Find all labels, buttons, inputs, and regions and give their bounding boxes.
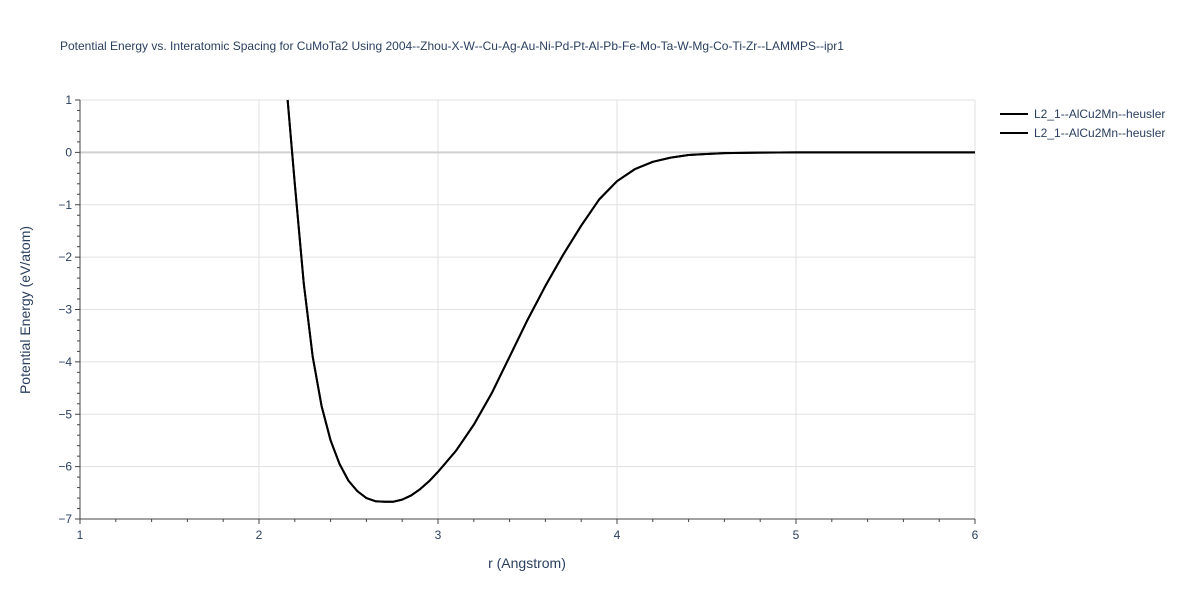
series-line-1	[286, 99, 975, 503]
x-tick-label: 3	[435, 528, 442, 542]
x-tick-label: 5	[793, 528, 800, 542]
series-line-0	[286, 99, 975, 503]
x-tick-label: 2	[256, 528, 263, 542]
y-tick-label: −1	[58, 198, 72, 212]
x-axis-title: r (Angstrom)	[488, 555, 566, 571]
y-tick-label: 1	[65, 93, 72, 107]
legend-label: L2_1--AlCu2Mn--heusler	[1034, 126, 1165, 140]
y-tick-label: −7	[58, 512, 72, 526]
x-tick-label: 6	[972, 528, 979, 542]
y-tick-label: 0	[65, 145, 72, 159]
x-tick-label: 1	[77, 528, 84, 542]
y-tick-label: −5	[58, 407, 72, 421]
y-tick-label: −3	[58, 303, 72, 317]
legend-item[interactable]: L2_1--AlCu2Mn--heusler	[1000, 126, 1165, 140]
y-tick-label: −4	[58, 355, 72, 369]
legend-label: L2_1--AlCu2Mn--heusler	[1034, 107, 1165, 121]
legend[interactable]: L2_1--AlCu2Mn--heusler L2_1--AlCu2Mn--heu…	[1000, 107, 1165, 140]
x-tick-label: 4	[614, 528, 621, 542]
y-tick-label: −6	[58, 460, 72, 474]
series-layer	[286, 99, 975, 503]
y-tick-label: −2	[58, 250, 72, 264]
legend-item[interactable]: L2_1--AlCu2Mn--heusler	[1000, 107, 1165, 121]
grid-layer	[80, 99, 976, 519]
y-axis-title: Potential Energy (eV/atom)	[17, 226, 33, 394]
axis-layer: 1 2 3 4 5 6 1 0 −1 −2 −3 −4 −5 −6 −7	[58, 93, 978, 542]
chart-title: Potential Energy vs. Interatomic Spacing…	[60, 39, 844, 53]
